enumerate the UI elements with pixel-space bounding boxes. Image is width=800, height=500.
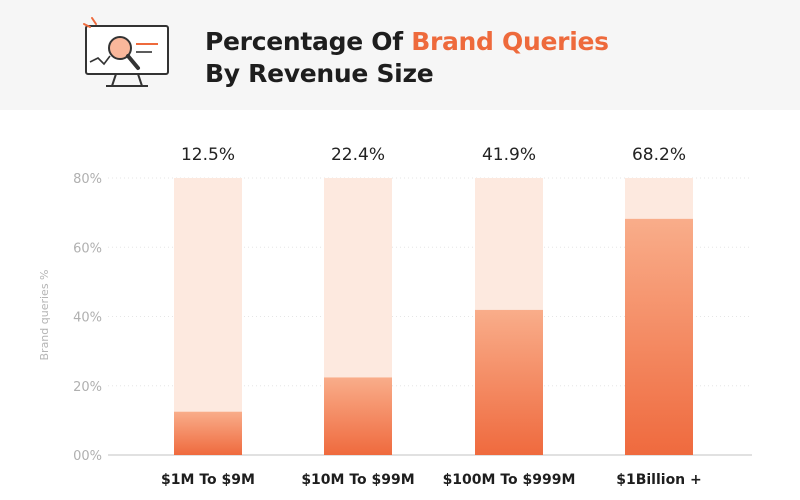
y-axis-label: Brand queries % [38, 269, 51, 360]
value-label: 68.2% [632, 145, 686, 165]
y-tick-label: 20% [73, 380, 102, 395]
value-label: 22.4% [331, 145, 385, 165]
value-label: 12.5% [181, 145, 235, 165]
category-label: $100M To $999M [443, 472, 576, 488]
bar [625, 218, 693, 455]
category-label: $10M To $99M [301, 472, 414, 488]
category-label: $1Billion + [616, 472, 702, 488]
y-tick-label: 40% [73, 311, 102, 326]
category-label: $1M To $9M [161, 472, 255, 488]
monitor-magnifier-icon [83, 17, 169, 87]
bar [174, 411, 242, 455]
y-tick-label: 00% [73, 449, 102, 464]
chart-title: Percentage Of Brand Queries By Revenue S… [205, 26, 609, 90]
y-tick-label: 80% [73, 172, 102, 187]
value-label: 41.9% [482, 145, 536, 165]
y-tick-label: 60% [73, 241, 102, 256]
bar [324, 377, 392, 455]
bar-track [174, 178, 242, 455]
title-part1: Percentage Of [205, 27, 412, 56]
bar [475, 309, 543, 455]
title-line2: By Revenue Size [205, 59, 434, 88]
title-accent: Brand Queries [411, 27, 609, 56]
